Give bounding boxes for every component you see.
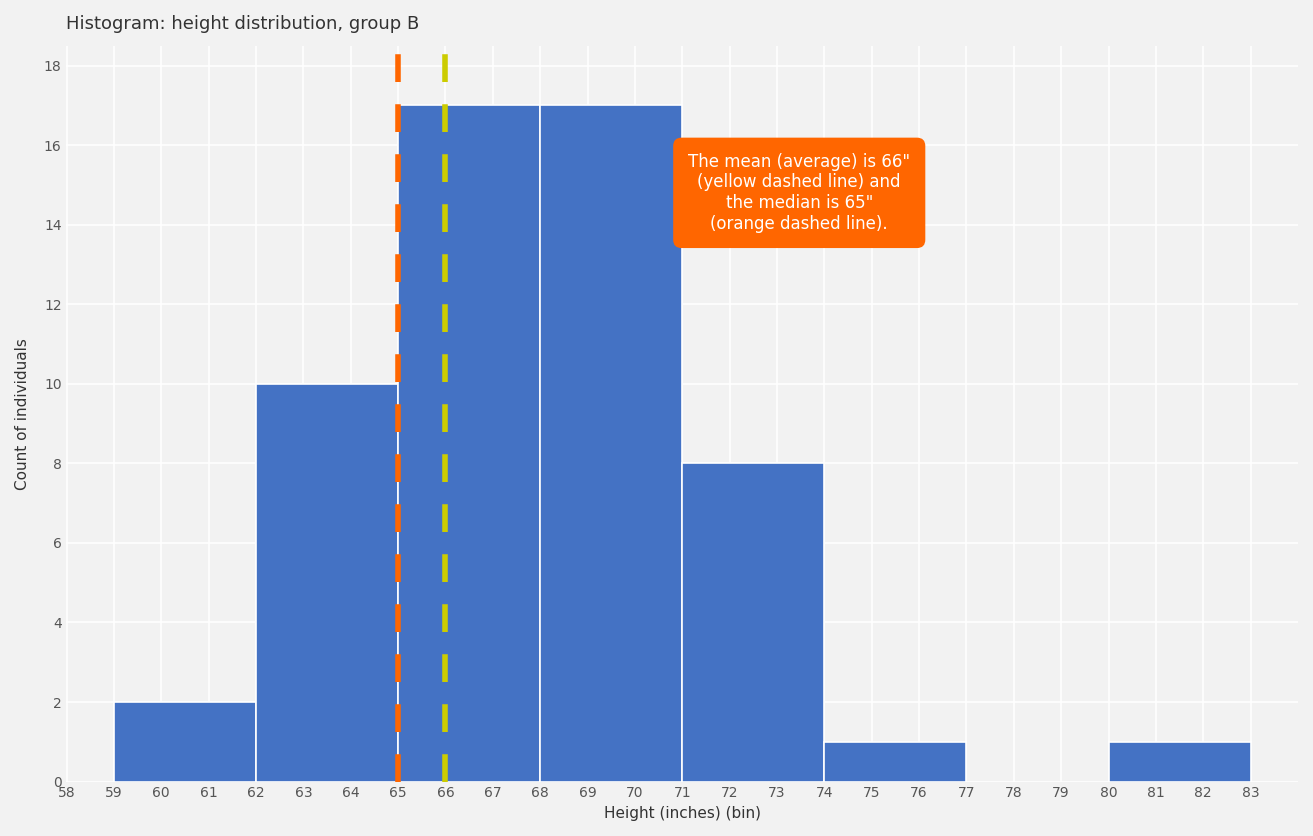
Bar <box>114 702 256 782</box>
Bar <box>683 463 825 782</box>
Bar <box>1108 742 1251 782</box>
Y-axis label: Count of individuals: Count of individuals <box>14 338 30 490</box>
Bar <box>398 105 540 782</box>
Text: The mean (average) is 66"
(yellow dashed line) and
the median is 65"
(orange das: The mean (average) is 66" (yellow dashed… <box>688 153 910 233</box>
Bar <box>256 384 398 782</box>
Bar <box>825 742 966 782</box>
X-axis label: Height (inches) (bin): Height (inches) (bin) <box>604 806 760 821</box>
Text: Histogram: height distribution, group B: Histogram: height distribution, group B <box>67 15 420 33</box>
Bar <box>540 105 683 782</box>
